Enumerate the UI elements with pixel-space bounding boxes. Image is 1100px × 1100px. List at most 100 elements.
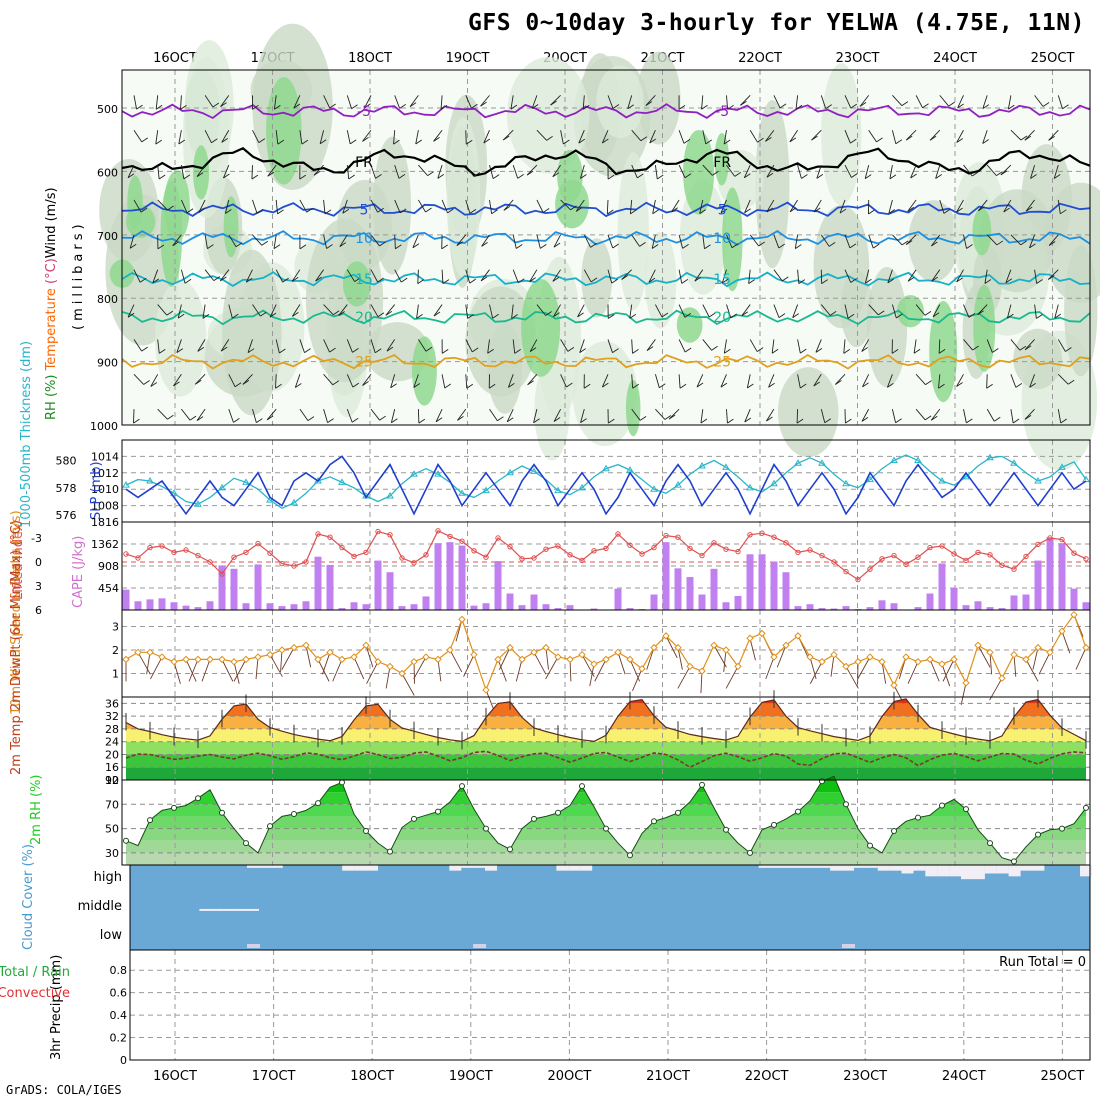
wind-barb-flag xyxy=(409,102,417,108)
cloud-mid-gap xyxy=(235,908,248,911)
rh-shade-high xyxy=(193,145,210,200)
li-point xyxy=(339,544,345,551)
wind-barb xyxy=(678,234,684,249)
cloud-high-gap xyxy=(758,865,771,868)
li-point xyxy=(915,554,921,560)
wind-barb-flag xyxy=(178,139,186,145)
rh-shade-high xyxy=(223,196,239,258)
wind-barb-flag xyxy=(731,243,739,249)
wind-barb xyxy=(441,199,448,214)
cape-bar xyxy=(722,602,730,610)
wind-barb xyxy=(323,409,329,423)
profile-frame xyxy=(121,69,1091,426)
wind-barb xyxy=(133,339,143,352)
wind-speed-point xyxy=(194,655,202,664)
cape-bar xyxy=(482,603,490,610)
wind-speed-point xyxy=(386,662,394,671)
cloud-panel xyxy=(129,864,1092,951)
temp-y-tick: 36 xyxy=(105,697,119,710)
wind-barb-flag xyxy=(639,415,647,421)
top-date-label: 25OCT xyxy=(1031,51,1075,66)
wind-barb xyxy=(197,339,206,352)
wind-barb-flag xyxy=(506,417,514,423)
wind-barb xyxy=(553,408,561,422)
isotherm-line xyxy=(121,201,1091,218)
li-point xyxy=(639,551,645,557)
wind-barb-flag xyxy=(252,104,259,110)
wind-barb xyxy=(204,234,208,249)
cloud-high-gap xyxy=(1080,865,1092,877)
wind-barb xyxy=(815,339,822,353)
wind-barb-flag xyxy=(747,383,754,389)
li-y-tick: -3 xyxy=(31,532,42,545)
wind-barb xyxy=(228,409,234,423)
wind-barb xyxy=(794,234,799,249)
wind-barb-flag xyxy=(766,207,774,213)
wind-barb-flag xyxy=(724,348,731,354)
wind-barb-flag xyxy=(398,174,406,179)
bottom-date-label: 18OCT xyxy=(350,1069,394,1084)
wind-barb-flag xyxy=(800,383,807,389)
wind-barb-flag xyxy=(901,240,909,246)
wind-barb-flag xyxy=(681,279,689,284)
wind-barb-flag xyxy=(678,104,686,110)
wind-barb xyxy=(273,234,277,249)
wind-barb xyxy=(907,199,917,212)
surface-wind-barb xyxy=(533,652,547,675)
wind-barb-flag xyxy=(1007,313,1014,319)
rh-shade-high xyxy=(521,278,561,377)
wind-barb-flag xyxy=(473,172,481,177)
surface-wind-barb xyxy=(173,661,181,684)
wind-barb xyxy=(861,339,870,352)
li-point xyxy=(375,528,381,535)
li-point xyxy=(171,549,177,556)
wind-barb-flag xyxy=(720,208,728,214)
wind-barb xyxy=(721,269,727,284)
wind-barb-flag xyxy=(377,277,384,283)
wind-barb-flag xyxy=(277,139,285,145)
wind-barb xyxy=(956,374,964,387)
rh-shade-high xyxy=(342,261,371,307)
cloud-high-gap xyxy=(1008,865,1021,877)
wind-barb-flag xyxy=(637,173,644,179)
wind-barb-flag xyxy=(907,276,915,282)
bottom-date-label: 19OCT xyxy=(449,1069,493,1084)
wind-barb xyxy=(891,130,897,144)
cloud-high-gap xyxy=(996,865,1009,874)
thickness-point xyxy=(290,498,298,506)
wind-barb xyxy=(529,339,538,352)
cape-bar xyxy=(698,594,706,610)
wind-barb-flag xyxy=(533,418,540,424)
wind-barb-flag xyxy=(723,139,731,145)
wind-barb xyxy=(536,199,544,213)
wind-barb xyxy=(346,269,356,282)
wind-barb-flag xyxy=(545,311,552,316)
wind-barb xyxy=(580,409,585,423)
wind-barb xyxy=(531,95,538,109)
wind-barb-flag xyxy=(417,279,425,285)
rh-shade xyxy=(487,322,523,414)
li-point xyxy=(663,532,669,539)
wind-barb xyxy=(204,130,212,143)
cape-bar xyxy=(314,556,322,610)
wind-barb xyxy=(1057,199,1061,214)
wind-speed-point xyxy=(638,665,646,673)
cape-bar xyxy=(710,568,718,610)
wind-barb xyxy=(771,339,775,354)
wind-barb xyxy=(294,374,301,388)
li-point xyxy=(495,535,501,541)
wind-barb xyxy=(481,234,490,247)
wind-barb-flag xyxy=(994,416,1001,422)
wind-barb-flag xyxy=(480,101,487,107)
li-y-tick: 6 xyxy=(35,604,42,617)
wind-barb xyxy=(963,234,967,249)
wind-barb xyxy=(723,130,727,145)
cloud-high-gap xyxy=(972,865,985,880)
wind-barb xyxy=(627,95,633,109)
wind-barb-flag xyxy=(730,313,737,319)
isotherm-label: 20 xyxy=(355,310,373,326)
cape-bar xyxy=(1082,602,1090,610)
wind-barb xyxy=(228,304,233,319)
wind-barb-flag xyxy=(374,348,382,354)
wind-barb-flag xyxy=(982,139,989,144)
